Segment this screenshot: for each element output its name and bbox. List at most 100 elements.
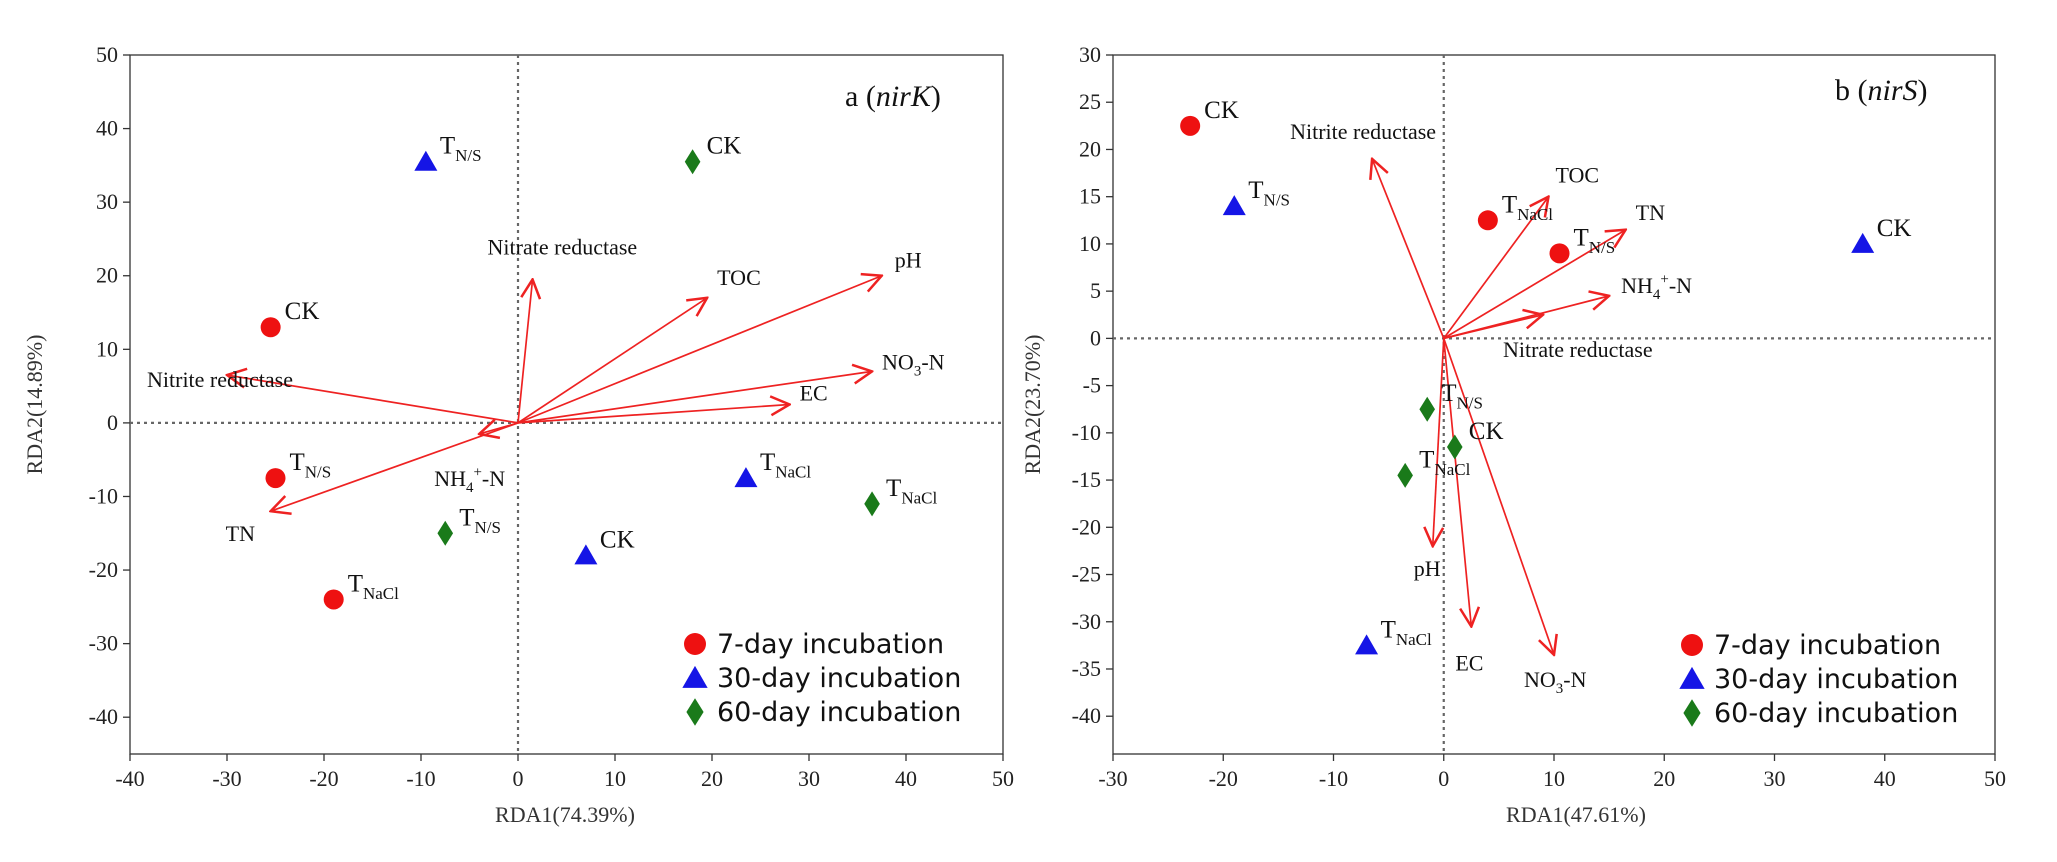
x-axis-label: RDA1(74.39%) xyxy=(495,802,635,827)
arrow-label: TOC xyxy=(1555,163,1599,188)
y-tick-label: -25 xyxy=(1072,562,1101,587)
y-tick-label: -15 xyxy=(1072,467,1101,492)
arrow-label: TOC xyxy=(717,265,761,290)
point-label: CK xyxy=(1204,97,1239,124)
legend-marker xyxy=(1679,666,1705,689)
arrow-tn xyxy=(1443,230,1626,340)
x-tick-label: 50 xyxy=(1984,766,2006,791)
point-label: TNaCl xyxy=(348,570,399,603)
data-point xyxy=(323,589,344,610)
y-tick-label: 0 xyxy=(1090,325,1101,350)
arrow-nitrate-reductase xyxy=(517,279,533,423)
x-tick-label: 50 xyxy=(992,766,1014,791)
legend-marker xyxy=(686,698,704,726)
point-label: TN/S xyxy=(290,449,332,482)
arrow-label: TN xyxy=(1636,200,1665,225)
legend-label: 30-day incubation xyxy=(1714,664,1958,695)
data-point xyxy=(260,317,281,338)
legend-marker xyxy=(682,665,708,688)
arrow-label: Nitrate reductase xyxy=(1503,337,1653,362)
y-tick-label: -40 xyxy=(1072,703,1101,728)
arrow-toc xyxy=(517,298,707,424)
x-tick-label: 40 xyxy=(1874,766,1896,791)
arrow-label: NO3-N xyxy=(1524,667,1587,697)
y-tick-label: 20 xyxy=(96,263,118,288)
data-point xyxy=(734,467,758,488)
arrow-label: Nitrite reductase xyxy=(147,367,293,392)
point-label: TNaCl xyxy=(886,475,937,508)
data-point xyxy=(265,468,286,489)
point-label: TNaCl xyxy=(1502,191,1553,224)
arrow-label: pH xyxy=(895,248,922,273)
y-tick-label: -10 xyxy=(1072,420,1101,445)
data-point xyxy=(414,150,438,171)
y-tick-label: 50 xyxy=(96,42,118,67)
x-tick-label: -20 xyxy=(309,766,338,791)
x-tick-label: 40 xyxy=(895,766,917,791)
legend-label: 60-day incubation xyxy=(717,697,961,728)
x-tick-label: -30 xyxy=(1098,766,1127,791)
x-tick-label: 20 xyxy=(701,766,723,791)
point-label: TN/S xyxy=(459,504,501,537)
arrow-label: TN xyxy=(226,521,255,546)
arrow-ec xyxy=(1442,338,1472,626)
legend-marker xyxy=(1681,634,1703,656)
arrow-ec xyxy=(517,405,790,424)
data-point xyxy=(437,520,454,546)
point-label: CK xyxy=(1877,215,1912,242)
x-tick-label: 10 xyxy=(604,766,626,791)
y-tick-label: -20 xyxy=(89,557,118,582)
x-tick-label: 30 xyxy=(798,766,820,791)
legend-label: 30-day incubation xyxy=(717,663,961,694)
point-label: CK xyxy=(285,298,320,325)
y-tick-label: -30 xyxy=(1072,609,1101,634)
data-point xyxy=(1477,210,1498,231)
data-point xyxy=(864,491,880,517)
point-label: TN/S xyxy=(1574,224,1616,257)
panel-nirK: -40 -30 -20 -10 0 10 20 30 40 50 -40 -30 -20 -10 0 10 20… xyxy=(22,42,1014,827)
arrow-label: NH4+-N xyxy=(434,465,505,496)
point-label: TN/S xyxy=(1248,177,1290,210)
arrow-ph xyxy=(517,276,882,424)
legend-marker xyxy=(1683,699,1701,727)
y-tick-label: 30 xyxy=(1079,42,1101,67)
x-tick-label: -10 xyxy=(1319,766,1348,791)
arrow-nitrite-reductase xyxy=(227,375,519,424)
panel-nirS: -30 -20 -10 0 10 20 30 40 50-40-35-30-25-20-15-1… xyxy=(1020,42,2006,827)
x-axis-label: RDA1(47.61%) xyxy=(1506,802,1646,827)
data-point xyxy=(1222,195,1246,216)
data-point xyxy=(1419,396,1436,422)
arrow-label: pH xyxy=(1414,556,1441,581)
y-tick-label: -30 xyxy=(89,631,118,656)
y-tick-label: 10 xyxy=(1079,231,1101,256)
arrow-label: Nitrate reductase xyxy=(488,234,638,259)
arrow-label: NH4+-N xyxy=(1621,272,1692,303)
data-point xyxy=(1549,243,1570,264)
arrow-ph xyxy=(1433,338,1445,546)
y-axis-label: RDA2(14.89%) xyxy=(22,335,47,475)
arrow-no3-n xyxy=(517,371,872,424)
arrow-label: EC xyxy=(800,381,828,406)
point-label: CK xyxy=(707,133,742,160)
point-label: CK xyxy=(1469,418,1504,445)
arrow-label: Nitrite reductase xyxy=(1290,119,1436,144)
panel-label: a (nirK) xyxy=(845,80,941,113)
y-tick-label: -35 xyxy=(1072,656,1101,681)
y-tick-label: 0 xyxy=(107,410,118,435)
x-tick-label: 0 xyxy=(1438,766,1449,791)
point-label: TN/S xyxy=(440,133,482,166)
data-point xyxy=(1397,462,1413,488)
y-tick-label: 15 xyxy=(1079,184,1101,209)
point-label: CK xyxy=(600,526,635,553)
plot-frame xyxy=(129,54,1004,755)
panel-label: b (nirS) xyxy=(1835,74,1928,107)
legend-label: 7-day incubation xyxy=(1714,630,1941,661)
legend-marker xyxy=(684,633,706,655)
x-tick-label: 20 xyxy=(1653,766,1675,791)
arrow-toc xyxy=(1443,197,1549,339)
y-axis-label: RDA2(23.70%) xyxy=(1020,335,1045,475)
point-label: TNaCl xyxy=(1419,446,1470,479)
x-tick-label: 10 xyxy=(1543,766,1565,791)
arrow-no3-n xyxy=(1442,338,1554,654)
x-tick-label: -40 xyxy=(115,766,144,791)
